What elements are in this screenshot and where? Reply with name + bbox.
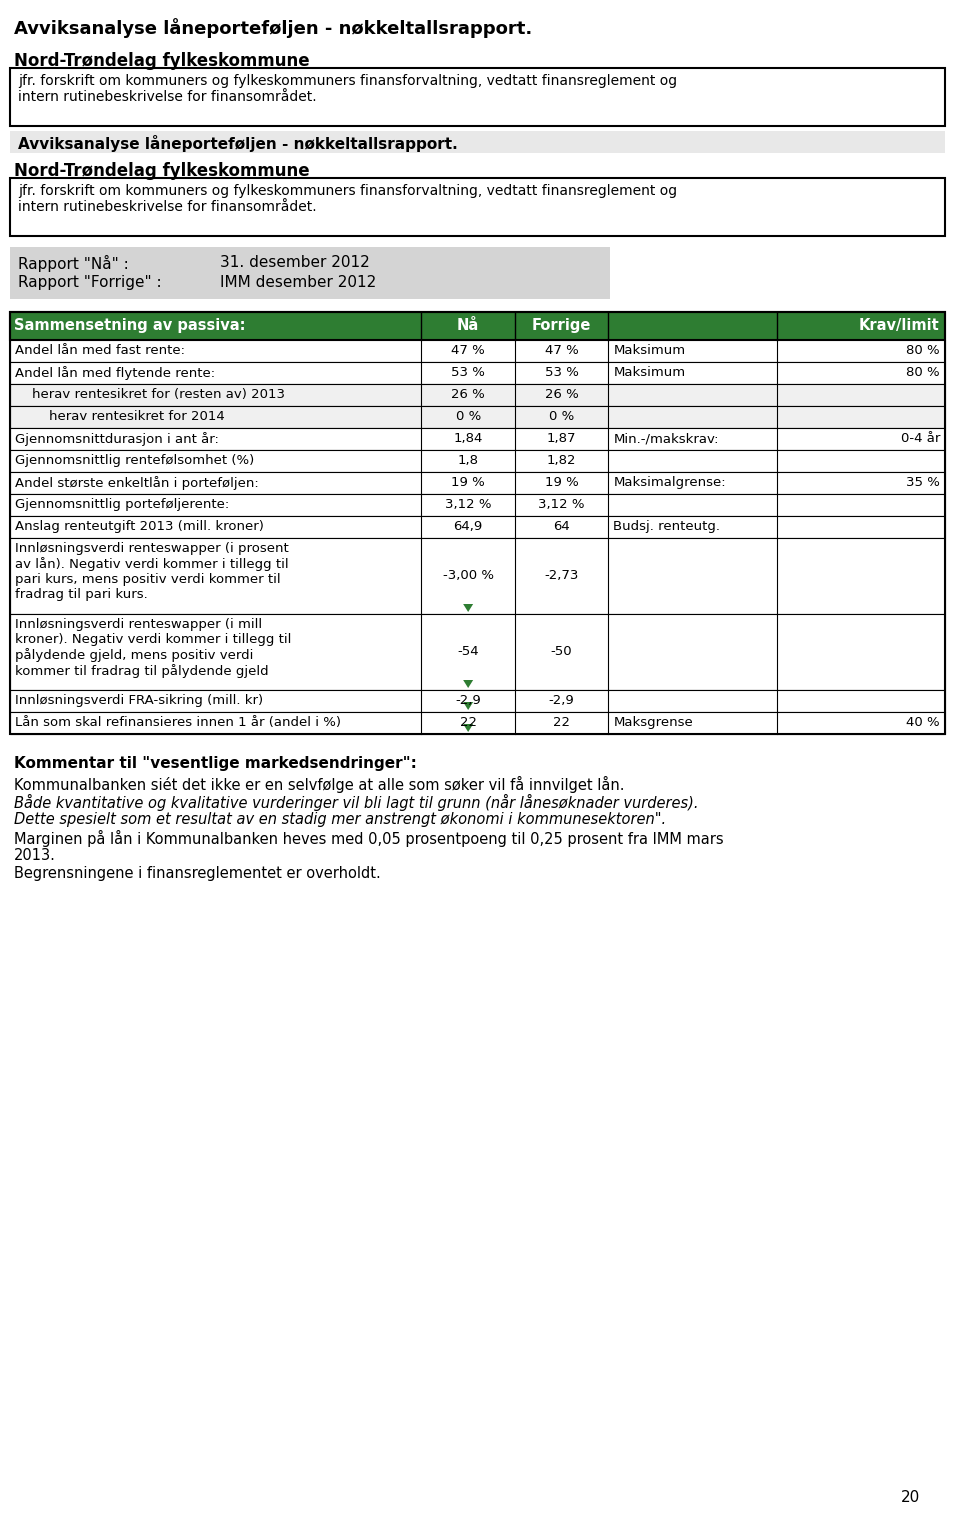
- Text: IMM desember 2012: IMM desember 2012: [220, 275, 376, 291]
- Text: 31. desember 2012: 31. desember 2012: [220, 256, 370, 269]
- FancyBboxPatch shape: [10, 495, 945, 516]
- Text: 80 %: 80 %: [906, 344, 940, 358]
- Text: herav rentesikret for 2014: herav rentesikret for 2014: [15, 409, 225, 423]
- Text: 22: 22: [460, 715, 477, 729]
- Text: 35 %: 35 %: [906, 476, 940, 489]
- FancyBboxPatch shape: [10, 406, 945, 428]
- Text: jfr. forskrift om kommuners og fylkeskommuners finansforvaltning, vedtatt finans: jfr. forskrift om kommuners og fylkeskom…: [18, 75, 677, 103]
- Text: Innløsningsverdi renteswapper (i mill
kroner). Negativ verdi kommer i tillegg ti: Innløsningsverdi renteswapper (i mill kr…: [15, 618, 292, 679]
- Text: Avviksanalyse låneporteføljen - nøkkeltallsrapport.: Avviksanalyse låneporteføljen - nøkkelta…: [14, 18, 532, 38]
- Text: Både kvantitative og kvalitative vurderinger vil bli lagt til grunn (når lånesøk: Både kvantitative og kvalitative vurderi…: [14, 794, 699, 811]
- Text: Min.-/makskrav:: Min.-/makskrav:: [613, 432, 719, 444]
- Text: Gjennomsnittdurasjon i ant år:: Gjennomsnittdurasjon i ant år:: [15, 432, 219, 446]
- FancyBboxPatch shape: [10, 451, 945, 472]
- Text: 26 %: 26 %: [544, 388, 579, 400]
- FancyBboxPatch shape: [10, 178, 945, 236]
- Text: -2,73: -2,73: [544, 569, 579, 581]
- Text: -3,00 %: -3,00 %: [443, 569, 493, 581]
- Text: 1,84: 1,84: [453, 432, 483, 444]
- Text: 1,87: 1,87: [547, 432, 576, 444]
- Text: -50: -50: [551, 645, 572, 658]
- Text: Lån som skal refinansieres innen 1 år (andel i %): Lån som skal refinansieres innen 1 år (a…: [15, 715, 341, 729]
- Text: 64: 64: [553, 521, 570, 533]
- Text: Rapport "Forrige" :: Rapport "Forrige" :: [18, 275, 161, 291]
- Text: Maksimum: Maksimum: [613, 365, 685, 379]
- Text: Begrensningene i finansreglementet er overholdt.: Begrensningene i finansreglementet er ov…: [14, 866, 381, 881]
- Text: Avviksanalyse låneporteføljen - nøkkeltallsrapport.: Avviksanalyse låneporteføljen - nøkkelta…: [18, 135, 458, 152]
- Text: Andel største enkeltlån i porteføljen:: Andel største enkeltlån i porteføljen:: [15, 476, 259, 490]
- Text: 19 %: 19 %: [544, 476, 579, 489]
- Text: 0 %: 0 %: [456, 409, 481, 423]
- Text: Sammensetning av passiva:: Sammensetning av passiva:: [14, 318, 246, 333]
- Text: 47 %: 47 %: [451, 344, 485, 358]
- FancyBboxPatch shape: [10, 689, 945, 712]
- Text: Andel lån med flytende rente:: Andel lån med flytende rente:: [15, 365, 215, 380]
- Text: Gjennomsnittlig porteføljerente:: Gjennomsnittlig porteføljerente:: [15, 498, 229, 511]
- Text: Dette spesielt som et resultat av en stadig mer anstrengt økonomi i kommunesekto: Dette spesielt som et resultat av en sta…: [14, 813, 666, 826]
- Text: Andel lån med fast rente:: Andel lån med fast rente:: [15, 344, 185, 358]
- Text: Innløsningsverdi renteswapper (i prosent
av lån). Negativ verdi kommer i tillegg: Innløsningsverdi renteswapper (i prosent…: [15, 542, 289, 601]
- Text: 0 %: 0 %: [549, 409, 574, 423]
- Text: -54: -54: [457, 645, 479, 658]
- FancyBboxPatch shape: [10, 339, 945, 362]
- Text: 1,82: 1,82: [547, 454, 576, 467]
- Text: Nord-Trøndelag fylkeskommune: Nord-Trøndelag fylkeskommune: [14, 52, 310, 70]
- Text: 47 %: 47 %: [544, 344, 579, 358]
- FancyBboxPatch shape: [10, 516, 945, 537]
- Text: 26 %: 26 %: [451, 388, 485, 400]
- Text: 1,8: 1,8: [458, 454, 479, 467]
- Text: 19 %: 19 %: [451, 476, 485, 489]
- FancyBboxPatch shape: [10, 428, 945, 451]
- Text: 64,9: 64,9: [453, 521, 483, 533]
- Text: Maksimalgrense:: Maksimalgrense:: [613, 476, 726, 489]
- FancyBboxPatch shape: [10, 131, 945, 154]
- FancyBboxPatch shape: [10, 613, 945, 689]
- Text: 3,12 %: 3,12 %: [539, 498, 585, 511]
- Text: 53 %: 53 %: [544, 365, 579, 379]
- FancyBboxPatch shape: [10, 472, 945, 495]
- Polygon shape: [463, 724, 473, 732]
- Text: 3,12 %: 3,12 %: [444, 498, 492, 511]
- Polygon shape: [463, 702, 473, 709]
- Text: 40 %: 40 %: [906, 715, 940, 729]
- Text: 0-4 år: 0-4 år: [900, 432, 940, 444]
- Text: Kommentar til "vesentlige markedsendringer":: Kommentar til "vesentlige markedsendring…: [14, 756, 417, 772]
- Text: Maksimum: Maksimum: [613, 344, 685, 358]
- Text: Gjennomsnittlig rentefølsomhet (%): Gjennomsnittlig rentefølsomhet (%): [15, 454, 254, 467]
- FancyBboxPatch shape: [10, 312, 945, 339]
- Text: Rapport "Nå" :: Rapport "Nå" :: [18, 256, 129, 272]
- Text: Nå: Nå: [457, 318, 479, 333]
- Text: 2013.: 2013.: [14, 848, 56, 863]
- Text: Krav/limit: Krav/limit: [858, 318, 939, 333]
- Text: jfr. forskrift om kommuners og fylkeskommuners finansforvaltning, vedtatt finans: jfr. forskrift om kommuners og fylkeskom…: [18, 184, 677, 215]
- FancyBboxPatch shape: [10, 712, 945, 734]
- Text: -2,9: -2,9: [549, 694, 574, 708]
- FancyBboxPatch shape: [10, 537, 945, 613]
- Text: Nord-Trøndelag fylkeskommune: Nord-Trøndelag fylkeskommune: [14, 161, 310, 180]
- Text: Innløsningsverdi FRA-sikring (mill. kr): Innløsningsverdi FRA-sikring (mill. kr): [15, 694, 263, 708]
- Text: 80 %: 80 %: [906, 365, 940, 379]
- Text: herav rentesikret for (resten av) 2013: herav rentesikret for (resten av) 2013: [15, 388, 285, 400]
- FancyBboxPatch shape: [10, 384, 945, 406]
- FancyBboxPatch shape: [10, 68, 945, 126]
- Text: Maksgrense: Maksgrense: [613, 715, 693, 729]
- Text: Forrige: Forrige: [532, 318, 591, 333]
- Text: 22: 22: [553, 715, 570, 729]
- Polygon shape: [463, 604, 473, 612]
- Text: 20: 20: [900, 1490, 920, 1505]
- Polygon shape: [463, 680, 473, 688]
- FancyBboxPatch shape: [10, 247, 610, 298]
- Text: Anslag renteutgift 2013 (mill. kroner): Anslag renteutgift 2013 (mill. kroner): [15, 521, 264, 533]
- Text: Kommunalbanken siét det ikke er en selvfølge at alle som søker vil få innvilget : Kommunalbanken siét det ikke er en selvf…: [14, 776, 625, 793]
- Text: -2,9: -2,9: [455, 694, 481, 708]
- FancyBboxPatch shape: [10, 362, 945, 384]
- Text: 53 %: 53 %: [451, 365, 485, 379]
- Text: Budsj. renteutg.: Budsj. renteutg.: [613, 521, 720, 533]
- Text: Marginen på lån i Kommunalbanken heves med 0,05 prosentpoeng til 0,25 prosent fr: Marginen på lån i Kommunalbanken heves m…: [14, 829, 724, 848]
